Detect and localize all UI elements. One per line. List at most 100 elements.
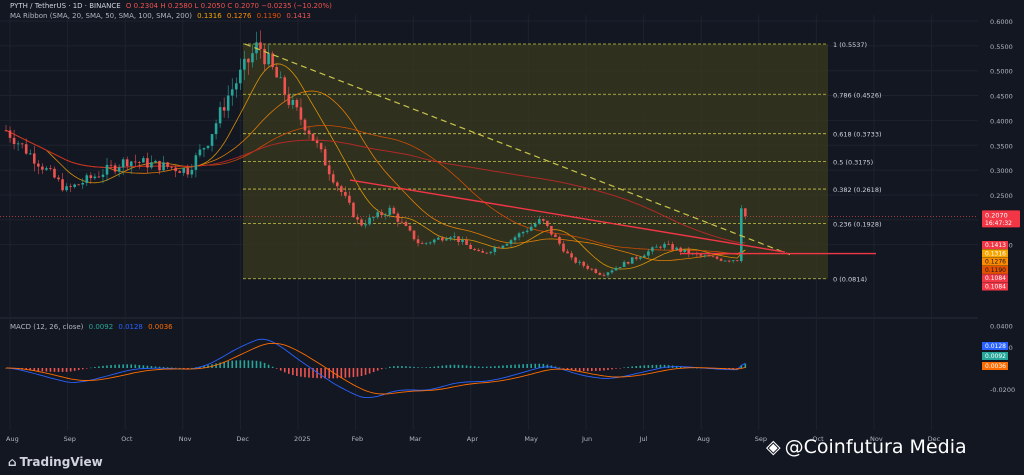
- macd-histogram-bar: [219, 362, 221, 368]
- macd-value-tag: [982, 362, 1008, 370]
- ribbon-value-4: 0.1413: [286, 12, 311, 20]
- candle-body: [457, 236, 460, 242]
- candle-body: [247, 58, 250, 63]
- macd-histogram-bar: [86, 368, 88, 369]
- candle-body: [138, 162, 141, 163]
- candle-body: [618, 266, 622, 268]
- ma-20-line: [5, 63, 746, 270]
- candle-body: [190, 169, 194, 175]
- candle-body: [360, 219, 363, 226]
- macd-histogram-bar: [393, 366, 395, 368]
- price-axis-tick: 0.2500: [990, 192, 1013, 200]
- candle-body: [105, 164, 109, 175]
- ma-value-tag: [982, 282, 1008, 291]
- macd-histogram-bar: [336, 368, 339, 379]
- macd-histogram-bar: [126, 364, 128, 368]
- time-axis-tick: Nov: [870, 435, 883, 443]
- candle-body: [73, 184, 76, 187]
- macd-histogram-bar: [37, 368, 40, 372]
- macd-histogram-bar: [599, 368, 601, 371]
- macd-histogram-bar: [477, 366, 480, 368]
- candle-body: [206, 145, 210, 149]
- macd-histogram-bar: [53, 368, 56, 372]
- macd-histogram-bar: [73, 368, 76, 371]
- macd-histogram-bar: [679, 366, 682, 368]
- candle-body: [291, 99, 295, 105]
- macd-histogram-bar: [118, 364, 120, 368]
- macd-histogram-bar: [300, 368, 302, 377]
- candle-body: [626, 261, 630, 264]
- candle-body: [239, 69, 242, 84]
- candle-body: [501, 245, 505, 248]
- candle-body: [461, 239, 464, 242]
- candle-body: [400, 221, 404, 223]
- candle-body: [319, 143, 323, 150]
- candle-body: [344, 192, 347, 196]
- time-axis-tick: Jun: [581, 435, 592, 443]
- candle-body: [590, 268, 594, 270]
- macd-histogram-bar: [449, 364, 452, 368]
- candle-body: [162, 162, 165, 171]
- candle-body: [727, 260, 731, 262]
- macd-histogram-bar: [441, 365, 444, 368]
- candle-body: [683, 249, 687, 252]
- candle-body: [97, 176, 101, 178]
- price-axis-tick: 0.3000: [990, 167, 1013, 175]
- candle-body: [643, 255, 646, 258]
- candle-body: [24, 144, 28, 154]
- macd-histogram-bar: [546, 364, 549, 368]
- candle-body: [129, 161, 133, 167]
- candle-body: [214, 123, 218, 135]
- macd-histogram-bar: [304, 368, 306, 378]
- price-axis-tick: 0.6000: [990, 18, 1013, 26]
- candle-body: [295, 99, 299, 108]
- macd-histogram-bar: [413, 366, 415, 368]
- macd-histogram-bar: [178, 367, 181, 369]
- macd-histogram-bar: [170, 367, 173, 369]
- candle-body: [121, 159, 125, 168]
- macd-value-tag: [982, 352, 1008, 360]
- candle-body: [315, 140, 319, 144]
- candle-body: [251, 53, 254, 63]
- candle-body: [723, 260, 727, 262]
- candle-body: [352, 202, 355, 218]
- candle-body: [396, 213, 400, 222]
- time-axis-tick: Jul: [639, 435, 648, 443]
- candle-body: [719, 258, 723, 261]
- candle-body: [65, 186, 68, 191]
- time-axis-tick: Nov: [179, 435, 192, 443]
- macd-histogram-bar: [312, 368, 314, 378]
- source-watermark: ◈ @Coinfutura Media: [766, 436, 967, 458]
- macd-histogram-bar: [69, 368, 72, 372]
- candle-body: [594, 269, 598, 273]
- macd-histogram-bar: [591, 368, 593, 372]
- candle-body: [638, 257, 642, 259]
- macd-histogram-bar: [328, 368, 330, 379]
- candle-body: [655, 246, 658, 248]
- macd-histogram-bar: [631, 366, 633, 368]
- ma-50-line: [5, 90, 746, 261]
- macd-histogram-bar: [61, 368, 64, 372]
- macd-histogram-bar: [655, 364, 658, 368]
- candle-body: [267, 53, 270, 65]
- macd-line: [5, 338, 746, 399]
- last-price-countdown: 16:47:32: [985, 220, 1012, 227]
- price-axis-tick: 0.5500: [990, 43, 1013, 51]
- macd-histogram-bar: [437, 366, 440, 368]
- candle-body: [659, 246, 662, 248]
- candle-body: [133, 161, 137, 163]
- macd-histogram-bar: [90, 367, 92, 369]
- macd-histogram-bar: [744, 363, 747, 368]
- macd-histogram-bar: [384, 367, 387, 369]
- macd-legend: MACD (12, 26, close) 0.0092 0.0128 0.003…: [10, 323, 176, 331]
- macd-axis-tick: -0.0200: [990, 386, 1015, 394]
- macd-histogram-bar: [29, 368, 32, 371]
- macd-histogram-bar: [736, 368, 739, 369]
- macd-histogram-bar: [364, 368, 367, 375]
- candle-body: [210, 134, 214, 146]
- candle-body: [45, 168, 48, 170]
- candle-body: [20, 143, 24, 145]
- macd-histogram-bar: [292, 368, 294, 376]
- macd-histogram-bar: [102, 365, 104, 368]
